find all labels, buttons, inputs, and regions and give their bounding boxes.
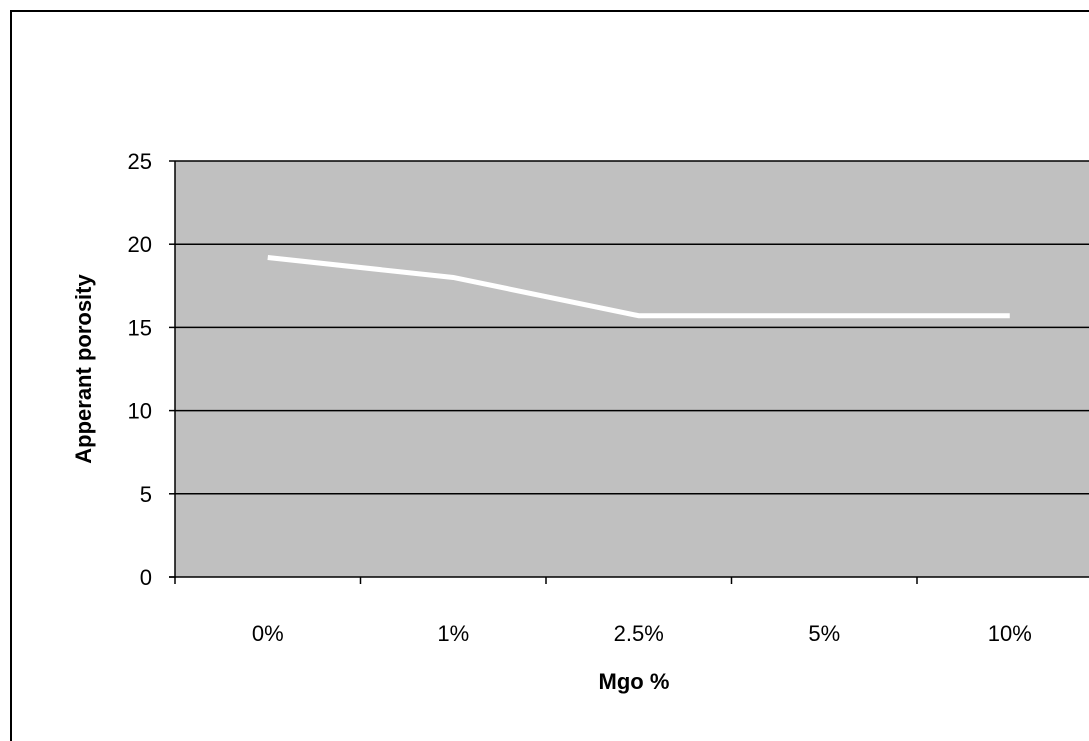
plot-area: [175, 161, 1089, 577]
x-tick-labels: 0% 1% 2.5% 5% 10%: [252, 621, 1032, 646]
y-axis-title: Apperant porosity: [71, 274, 96, 464]
y-tick-labels: 0 5 10 15 20 25: [128, 149, 152, 590]
series-group: [267, 255, 1010, 319]
x-tick-label: 2.5%: [614, 621, 664, 646]
x-tick-label: 10%: [988, 621, 1032, 646]
y-tick-label: 10: [128, 399, 152, 424]
y-tick-label: 20: [128, 232, 152, 257]
axes: [169, 160, 1089, 584]
x-tick-label: 5%: [808, 621, 840, 646]
series-line: [267, 255, 1010, 319]
y-tick-label: 5: [140, 482, 152, 507]
chart-frame: [10, 10, 1089, 741]
x-tick-label: 0%: [252, 621, 284, 646]
grid-lines: [175, 160, 1089, 495]
x-axis-title: Mgo %: [599, 669, 670, 694]
x-tick-label: 1%: [437, 621, 469, 646]
y-tick-label: 0: [140, 565, 152, 590]
y-tick-label: 25: [128, 149, 152, 174]
y-tick-label: 15: [128, 315, 152, 340]
